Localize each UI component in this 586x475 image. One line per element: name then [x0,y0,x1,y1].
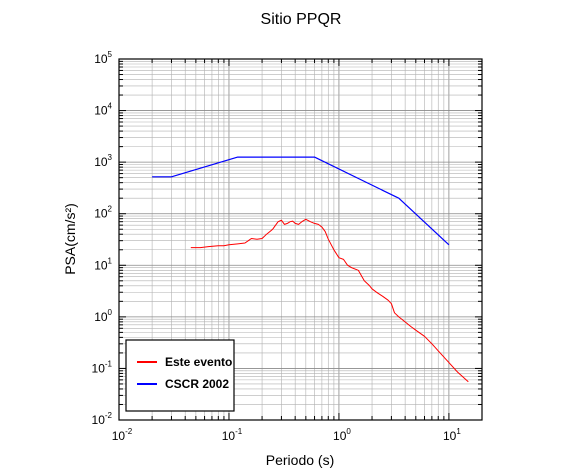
x-axis-label: Periodo (s) [266,452,334,468]
y-tick-label: 104 [94,102,112,118]
legend-label: CSCR 2002 [165,377,229,391]
y-axis-label: PSA(cm/s²) [62,203,78,275]
y-tick-label: 100 [94,308,112,324]
y-tick-label: 105 [94,50,112,66]
series-line-cscr-2002 [152,156,450,246]
y-tick-label: 101 [94,256,112,272]
tick-labels: 10-2 10-1 100 101 10-2 10-1 100 101 102 103 104 105 [92,50,462,443]
x-tick-label: 101 [443,427,461,443]
series-line-este-evento [190,218,469,383]
x-tick-label: 10-1 [222,427,243,443]
grid [118,58,483,421]
y-tick-label: 10-2 [92,411,113,427]
y-tick-label: 103 [94,153,112,169]
x-tick-label: 100 [333,427,351,443]
chart-title: Sitio PPQR [261,11,342,28]
x-tick-label: 10-2 [112,427,133,443]
plot-frame [118,58,483,421]
legend-label: Este evento [165,355,232,369]
tick-marks [118,58,483,421]
legend: Este evento CSCR 2002 [125,339,235,412]
legend-box [125,339,235,412]
y-tick-label: 10-1 [92,359,113,375]
y-tick-label: 102 [94,205,112,221]
series-lines [152,156,469,383]
